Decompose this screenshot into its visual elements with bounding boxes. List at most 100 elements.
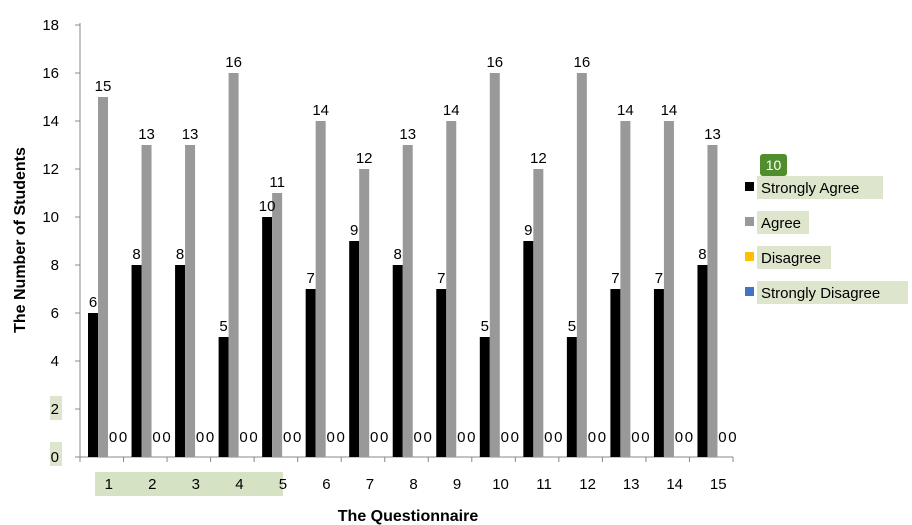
data-label: 0	[467, 429, 475, 446]
bar	[523, 241, 534, 457]
bar	[533, 169, 544, 457]
data-label: 7	[655, 270, 663, 287]
data-label: 0	[728, 429, 736, 446]
data-label: 15	[95, 78, 112, 95]
bar	[610, 289, 621, 457]
bar	[349, 241, 360, 457]
data-label: 0	[685, 429, 693, 446]
bar	[262, 217, 273, 457]
bar	[620, 121, 631, 457]
x-tick-label: 12	[579, 476, 596, 493]
legend-entry: Disagree	[761, 250, 821, 267]
legend-entry: Strongly Disagree	[761, 285, 880, 302]
data-label: 0	[336, 429, 344, 446]
x-tick-label: 13	[623, 476, 640, 493]
data-label: 8	[132, 246, 140, 263]
data-label: 0	[631, 429, 639, 446]
y-tick-label: 16	[42, 65, 59, 82]
data-label: 9	[350, 222, 358, 239]
x-tick-label: 11	[536, 476, 552, 493]
data-label: 0	[554, 429, 562, 446]
legend-swatch	[745, 217, 754, 226]
bar	[305, 289, 316, 457]
legend-swatch	[745, 252, 754, 261]
x-tick-label: 6	[322, 476, 330, 493]
legend-swatch	[745, 287, 754, 296]
legend-badge-text: 10	[766, 157, 782, 173]
data-label: 0	[370, 429, 378, 446]
data-label: 0	[424, 429, 432, 446]
data-label: 6	[89, 294, 97, 311]
x-tick-label: 1	[105, 476, 113, 493]
data-label: 0	[162, 429, 170, 446]
legend-entry: Agree	[761, 215, 801, 232]
data-label: 0	[283, 429, 291, 446]
x-tick-label: 4	[235, 476, 243, 493]
data-label: 5	[219, 318, 227, 335]
data-label: 7	[437, 270, 445, 287]
data-label: 0	[588, 429, 596, 446]
bar	[131, 265, 142, 457]
legend-swatch	[745, 182, 754, 191]
bar	[697, 265, 708, 457]
tick-highlight-x-1-5	[95, 472, 283, 496]
y-tick-label: 6	[51, 305, 59, 322]
bar	[653, 289, 664, 457]
bar	[707, 145, 718, 457]
bar	[175, 265, 186, 457]
data-label: 0	[544, 429, 552, 446]
y-tick-label: 0	[51, 449, 59, 466]
x-tick-label: 9	[453, 476, 461, 493]
bar	[392, 265, 403, 457]
data-labels: 6 8 8 5 10 7 9 8 7 5 9 5 7 7 8 15 13 13 16 11 14 12 13 14 16 12 16…	[89, 54, 737, 446]
x-tick-label: 15	[710, 476, 727, 493]
bar	[566, 337, 577, 457]
bar	[479, 337, 490, 457]
data-label: 0	[598, 429, 606, 446]
x-tick-label: 5	[279, 476, 287, 493]
bar	[218, 337, 229, 457]
data-label: 0	[196, 429, 204, 446]
data-label: 0	[249, 429, 257, 446]
bar	[141, 145, 152, 457]
data-label: 0	[152, 429, 160, 446]
y-tick-label: 8	[51, 257, 59, 274]
data-label: 0	[326, 429, 334, 446]
data-label: 8	[698, 246, 706, 263]
bar	[359, 169, 370, 457]
data-label: 0	[675, 429, 683, 446]
y-tick-label: 12	[42, 161, 59, 178]
data-label: 0	[293, 429, 301, 446]
data-label: 8	[176, 246, 184, 263]
bar	[489, 73, 500, 457]
x-axis-title: The Questionnaire	[338, 508, 479, 525]
data-label: 10	[259, 198, 276, 215]
data-label: 5	[568, 318, 576, 335]
data-label: 9	[524, 222, 532, 239]
data-label: 13	[182, 126, 199, 143]
bar	[98, 97, 108, 457]
data-label: 14	[617, 102, 634, 119]
legend-badge	[760, 154, 787, 176]
legend-entry: Strongly Agree	[761, 180, 859, 197]
y-tick-label: 18	[42, 17, 59, 34]
data-label: 7	[306, 270, 314, 287]
y-tick-label: 10	[42, 209, 59, 226]
y-tick-label: 14	[42, 113, 59, 130]
data-label: 14	[312, 102, 329, 119]
data-label: 12	[356, 150, 373, 167]
bar	[88, 313, 98, 457]
data-label: 12	[530, 150, 547, 167]
data-label: 13	[399, 126, 416, 143]
data-label: 5	[481, 318, 489, 335]
data-label: 0	[641, 429, 649, 446]
data-label: 0	[718, 429, 726, 446]
data-label: 0	[206, 429, 214, 446]
data-label: 14	[443, 102, 460, 119]
data-label: 7	[611, 270, 619, 287]
x-tick-label: 10	[492, 476, 509, 493]
x-tick-label: 8	[409, 476, 417, 493]
y-tick-label: 2	[51, 401, 59, 418]
data-label: 16	[574, 54, 591, 71]
